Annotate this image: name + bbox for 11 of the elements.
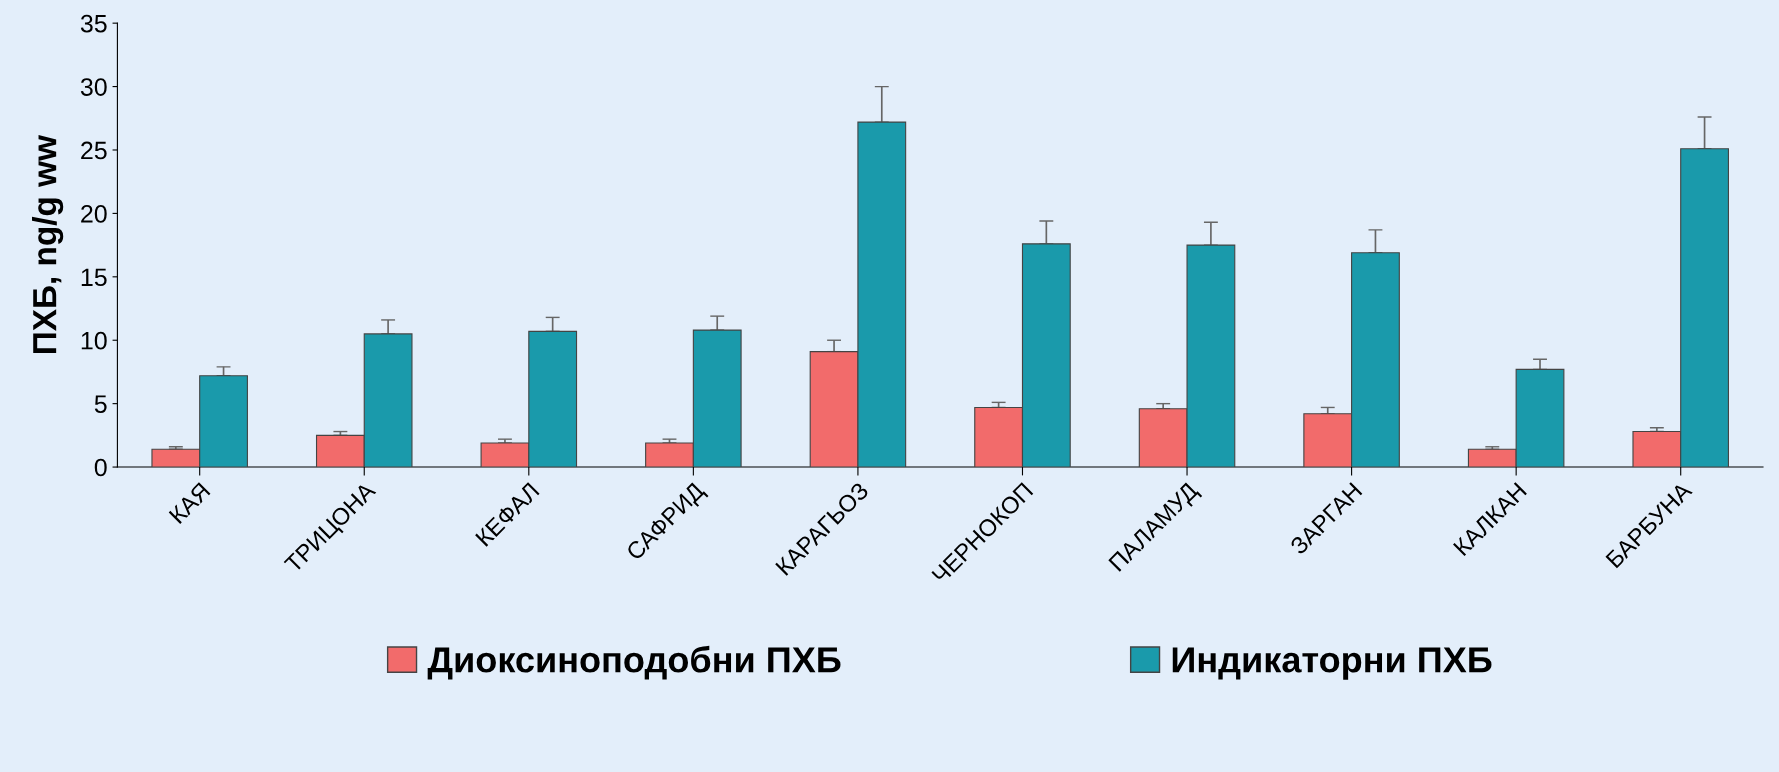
y-tick-label: 20	[81, 205, 107, 223]
legend-label: Диоксиноподобни ПХБ	[427, 645, 841, 680]
y-tick-label: 25	[81, 141, 107, 160]
y-tick-label: 15	[81, 268, 107, 287]
y-tick-label: 10	[81, 331, 107, 350]
y-tick-label: 5	[94, 395, 107, 413]
legend-label: Индикаторни ПХБ	[1172, 647, 1492, 680]
y-axis-title: ПХБ, ng/g ww	[32, 134, 64, 353]
y-tick-label: 0	[94, 458, 107, 477]
y-tick-label: 35	[80, 14, 107, 33]
y-tick-label: 30	[80, 78, 107, 96]
